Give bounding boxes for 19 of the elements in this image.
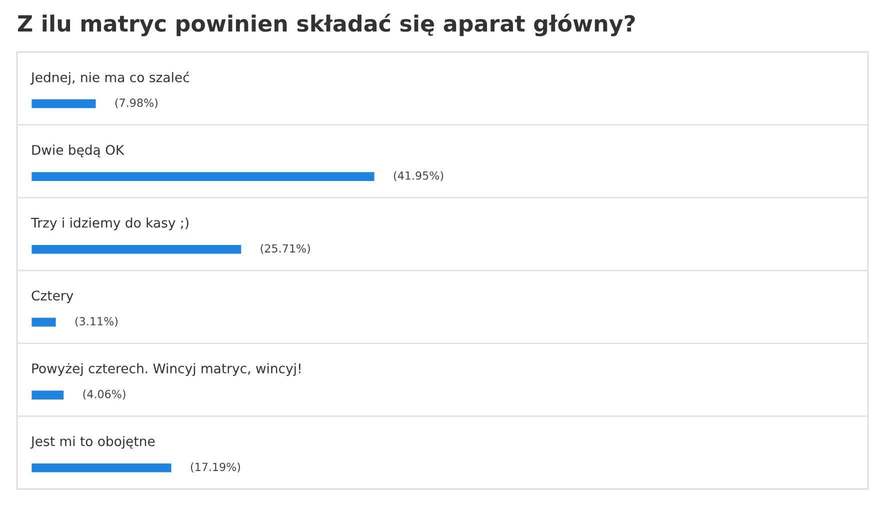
- bar: [30, 98, 98, 110]
- y-tick-label: Jednej, nie ma co szaleć: [30, 72, 190, 85]
- data-label: (25.71%): [260, 244, 310, 254]
- data-label: (7.98%): [115, 98, 158, 108]
- bar: [30, 316, 58, 328]
- y-tick-label: Jest mi to obojętne: [30, 436, 155, 449]
- bar: [30, 389, 65, 401]
- y-tick-label: Dwie będą OK: [32, 144, 124, 158]
- data-label: (17.19%): [190, 462, 240, 472]
- y-tick-label: Trzy i idziemy do kasy ;): [30, 218, 188, 230]
- chart-title: Z ilu matryc powinien składać się aparat główny?: [18, 14, 635, 36]
- y-tick-label: Powyżej czterech. Wincyj matryc, wincyj!: [32, 363, 300, 376]
- bar: [30, 244, 243, 256]
- y-tick-label: Cztery: [32, 290, 74, 304]
- data-label: (4.06%): [83, 390, 126, 400]
- bar: [30, 462, 173, 474]
- data-label: (3.11%): [75, 316, 118, 327]
- bar: [30, 170, 376, 182]
- data-label: (41.95%): [394, 171, 444, 182]
